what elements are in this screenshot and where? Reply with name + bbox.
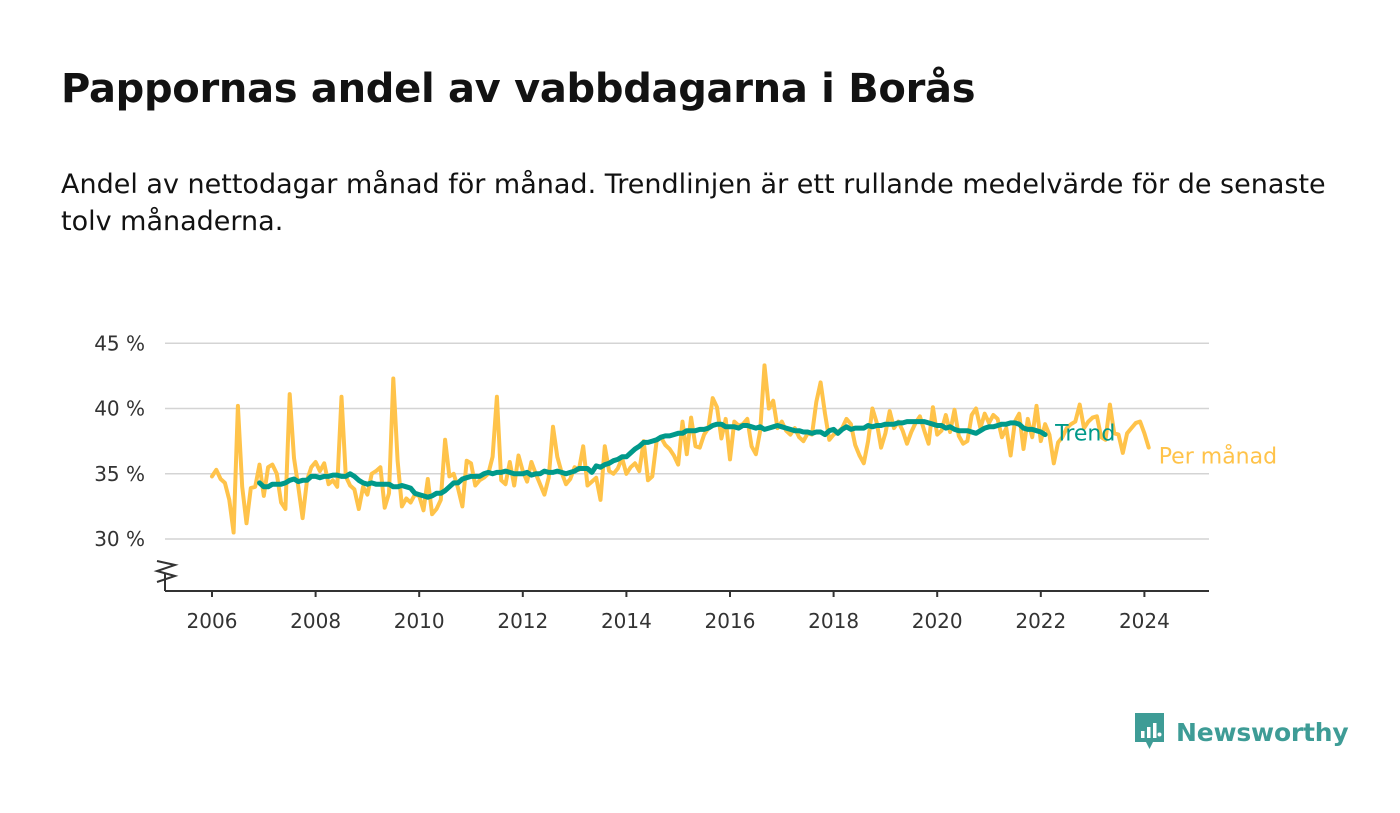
newsworthy-logo: Newsworthy	[1133, 712, 1349, 752]
series-lines	[210, 363, 1151, 535]
series-label: Trend	[1054, 422, 1115, 447]
x-tick-label: 2022	[1015, 609, 1066, 633]
x-tick-label: 2024	[1119, 609, 1170, 633]
y-tick-label: 30 %	[94, 527, 145, 551]
brand-name: Newsworthy	[1176, 717, 1349, 747]
x-tick-label: 2012	[497, 609, 548, 633]
series-line-per-mnad	[210, 363, 1151, 535]
y-tick-label: 45 %	[94, 331, 145, 355]
x-axis: 2006 2008 2010 2012 2014 2016 2018 2020 2022 2024	[153, 560, 1209, 633]
x-tick-label: 2020	[912, 609, 963, 633]
series-end-labels: Per månad Trend	[1054, 422, 1277, 470]
y-tick-label: 40 %	[94, 397, 145, 421]
chart-title: Pappornas andel av vabbdagarna i Borås	[61, 66, 976, 112]
x-tick-label: 2006	[187, 609, 238, 633]
x-tick-label: 2014	[601, 609, 652, 633]
series-label: Per månad	[1159, 444, 1277, 470]
y-tick-label: 35 %	[94, 462, 145, 486]
chart-subtitle: Andel av nettodagar månad för månad. Tre…	[61, 169, 1326, 237]
x-tick-label: 2008	[290, 609, 341, 633]
x-tick-label: 2010	[394, 609, 445, 633]
x-tick-label: 2018	[808, 609, 859, 633]
axis-break-icon	[153, 560, 179, 583]
newsworthy-logo-icon	[1135, 713, 1164, 749]
series-line-trend	[257, 419, 1048, 500]
x-tick-label: 2016	[705, 609, 756, 633]
y-axis-ticks: 30 % 35 % 40 % 45 %	[94, 331, 145, 551]
